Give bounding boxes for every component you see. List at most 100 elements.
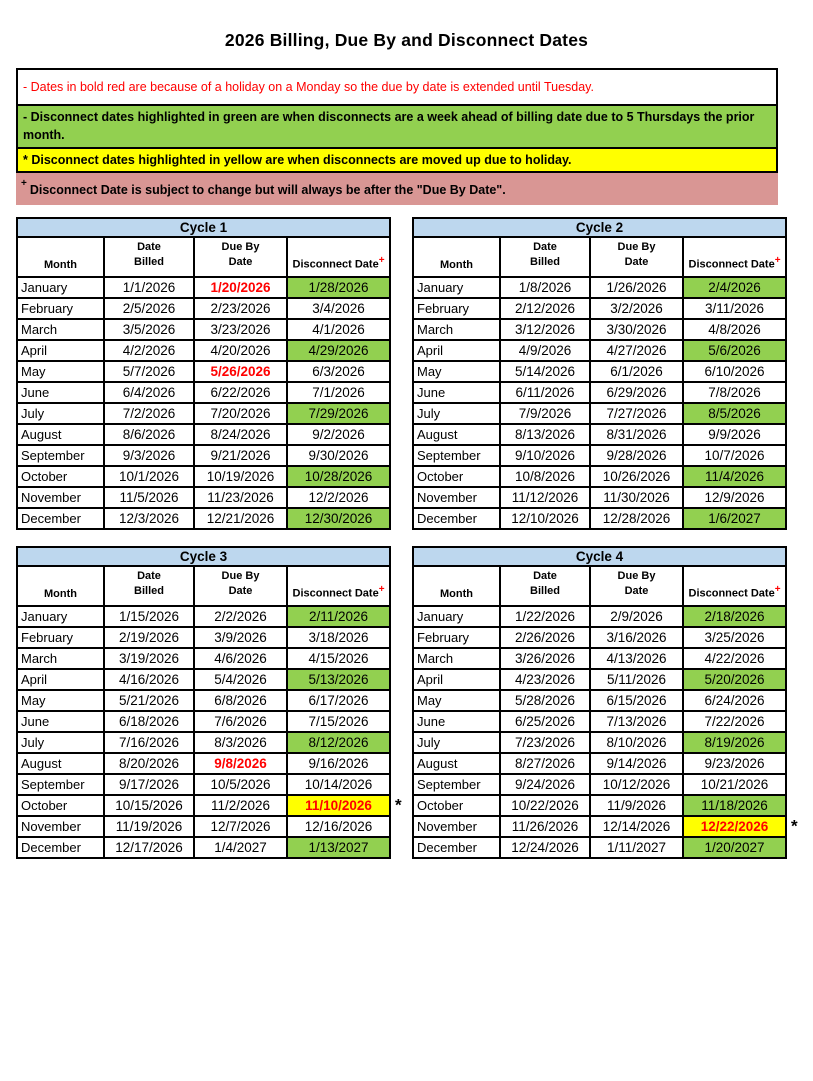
disconnect-cell: 3/25/2026 (681, 625, 788, 649)
date-billed-cell: 8/20/2026 (103, 751, 195, 775)
due-by-cell: 10/26/2026 (589, 464, 684, 488)
date-billed-cell: 2/26/2026 (499, 625, 591, 649)
date-billed-cell: 3/12/2026 (499, 317, 591, 341)
month-cell: December (412, 835, 501, 859)
disconnect-cell: 7/1/2026 (285, 380, 392, 404)
column-header-month: Month (412, 236, 501, 278)
month-cell: September (16, 772, 105, 796)
disconnect-cell: 1/6/2027 (681, 506, 788, 530)
disconnect-cell: 4/22/2026 (681, 646, 788, 670)
month-cell: August (16, 422, 105, 446)
due-by-cell: 6/15/2026 (589, 688, 684, 712)
due-by-cell: 11/9/2026 (589, 793, 684, 817)
disconnect-cell: 7/29/2026 (285, 401, 392, 425)
date-billed-cell: 6/25/2026 (499, 709, 591, 733)
date-billed-cell: 5/28/2026 (499, 688, 591, 712)
date-billed-cell: 12/17/2026 (103, 835, 195, 859)
billing-row-february: February 2/19/2026 3/9/2026 3/18/2026 (16, 625, 392, 649)
month-cell: July (16, 730, 105, 754)
due-by-cell: 6/22/2026 (193, 380, 288, 404)
date-billed-cell: 10/8/2026 (499, 464, 591, 488)
date-billed-cell: 12/10/2026 (499, 506, 591, 530)
disconnect-cell: 12/9/2026 (681, 485, 788, 509)
date-billed-cell: 9/24/2026 (499, 772, 591, 796)
month-cell: February (16, 296, 105, 320)
billing-row-july: July 7/16/2026 8/3/2026 8/12/2026 (16, 730, 392, 754)
month-cell: December (16, 835, 105, 859)
due-by-cell: 5/26/2026 (193, 359, 288, 383)
plus-superscript-icon: + (378, 255, 385, 267)
date-billed-cell: 8/27/2026 (499, 751, 591, 775)
due-by-cell: 2/2/2026 (193, 604, 288, 628)
month-cell: July (16, 401, 105, 425)
due-by-cell: 8/31/2026 (589, 422, 684, 446)
month-cell: November (412, 814, 501, 838)
due-by-cell: 12/21/2026 (193, 506, 288, 530)
due-by-cell: 3/30/2026 (589, 317, 684, 341)
month-cell: July (412, 401, 501, 425)
holiday-asterisk-icon: * (395, 795, 402, 815)
date-billed-cell: 4/2/2026 (103, 338, 195, 362)
billing-row-september: September 9/3/2026 9/21/2026 9/30/2026 (16, 443, 392, 467)
disconnect-cell: 3/4/2026 (285, 296, 392, 320)
billing-row-january: January 1/22/2026 2/9/2026 2/18/2026 (412, 604, 788, 628)
disconnect-cell: 9/30/2026 (285, 443, 392, 467)
due-by-cell: 3/9/2026 (193, 625, 288, 649)
disconnect-cell: 10/28/2026 (285, 464, 392, 488)
billing-row-october: October 10/8/2026 10/26/2026 11/4/2026 (412, 464, 788, 488)
legend-item-4: + Disconnect Date is subject to change bu… (16, 173, 778, 206)
disconnect-cell: 5/20/2026 (681, 667, 788, 691)
due-by-cell: 2/9/2026 (589, 604, 684, 628)
disconnect-cell: 7/22/2026 (681, 709, 788, 733)
due-by-cell: 5/11/2026 (589, 667, 684, 691)
billing-row-march: March 3/26/2026 4/13/2026 4/22/2026 (412, 646, 788, 670)
due-by-cell: 10/12/2026 (589, 772, 684, 796)
date-billed-cell: 4/9/2026 (499, 338, 591, 362)
date-billed-cell: 11/5/2026 (103, 485, 195, 509)
billing-row-december: December 12/17/2026 1/4/2027 1/13/2027 (16, 835, 392, 859)
billing-row-july: July 7/9/2026 7/27/2026 8/5/2026 (412, 401, 788, 425)
disconnect-cell: 7/8/2026 (681, 380, 788, 404)
column-header-month: Month (412, 564, 501, 607)
month-cell: March (412, 646, 501, 670)
date-billed-cell: 1/15/2026 (103, 604, 195, 628)
billing-row-january: January 1/15/2026 2/2/2026 2/11/2026 (16, 604, 392, 628)
month-cell: November (16, 485, 105, 509)
month-cell: November (412, 485, 501, 509)
due-by-cell: 7/20/2026 (193, 401, 288, 425)
due-by-cell: 11/23/2026 (193, 485, 288, 509)
legend: - Dates in bold red are because of a hol… (16, 68, 778, 206)
date-billed-cell: 5/7/2026 (103, 359, 195, 383)
billing-row-may: May 5/14/2026 6/1/2026 6/10/2026 (412, 359, 788, 383)
disconnect-cell: 5/6/2026 (681, 338, 788, 362)
due-by-cell: 1/26/2026 (589, 275, 684, 299)
month-cell: October (16, 464, 105, 488)
month-cell: April (16, 338, 105, 362)
disconnect-cell: 1/28/2026 (285, 275, 392, 299)
date-billed-cell: 10/22/2026 (499, 793, 591, 817)
disconnect-cell: 11/18/2026 (681, 793, 788, 817)
disconnect-cell: 8/5/2026 (681, 401, 788, 425)
disconnect-cell: 7/15/2026 (285, 709, 392, 733)
month-cell: September (412, 772, 501, 796)
month-cell: August (412, 751, 501, 775)
billing-row-august: August 8/27/2026 9/14/2026 9/23/2026 (412, 751, 788, 775)
due-by-cell: 6/8/2026 (193, 688, 288, 712)
disconnect-cell: 12/30/2026 (285, 506, 392, 530)
disconnect-cell: 6/17/2026 (285, 688, 392, 712)
disconnect-cell: 5/13/2026 (285, 667, 392, 691)
month-cell: May (16, 359, 105, 383)
month-cell: December (412, 506, 501, 530)
billing-row-february: February 2/12/2026 3/2/2026 3/11/2026 (412, 296, 788, 320)
month-cell: November (16, 814, 105, 838)
disconnect-cell: 9/9/2026 (681, 422, 788, 446)
due-by-cell: 11/2/2026 (193, 793, 288, 817)
disconnect-cell: 9/23/2026 (681, 751, 788, 775)
billing-row-october: October 10/22/2026 11/9/2026 11/18/2026 (412, 793, 788, 817)
disconnect-cell: 9/2/2026 (285, 422, 392, 446)
plus-superscript-icon: + (774, 584, 781, 596)
due-by-cell: 9/14/2026 (589, 751, 684, 775)
due-by-cell: 2/23/2026 (193, 296, 288, 320)
due-by-cell: 8/24/2026 (193, 422, 288, 446)
column-header-due-by-date: Due By Date (193, 236, 288, 278)
